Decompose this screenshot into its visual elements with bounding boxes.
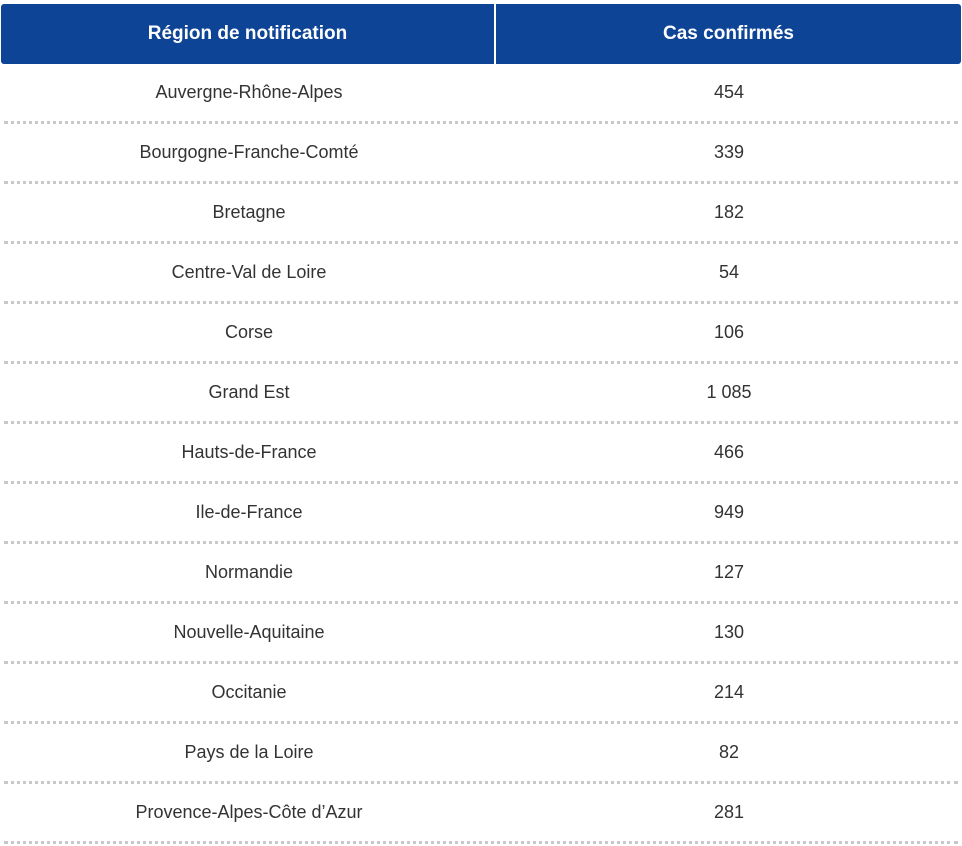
cases-cell: 54	[718, 261, 740, 282]
table-row: Pays de la Loire 82	[0, 724, 962, 784]
table-row: Centre-Val de Loire 54	[0, 244, 962, 304]
cases-cell: 466	[713, 441, 745, 462]
region-cell: Ile-de-France	[195, 501, 303, 522]
region-cell: Bretagne	[212, 201, 286, 222]
region-cell: Corse	[224, 321, 273, 342]
cases-column-header: Cas confirmés	[663, 23, 794, 44]
region-cell: Provence-Alpes-Côte d’Azur	[135, 801, 363, 822]
table-row: Normandie 127	[0, 544, 962, 604]
table-row: Bretagne 182	[0, 184, 962, 244]
cases-cell: 214	[713, 681, 745, 702]
region-column-header: Région de notification	[1, 4, 496, 64]
region-cell: Nouvelle-Aquitaine	[173, 621, 325, 642]
table-row: Provence-Alpes-Côte d’Azur 281	[0, 784, 962, 844]
table-row: Hauts-de-France 466	[0, 424, 962, 484]
region-cell: Auvergne-Rhône-Alpes	[155, 81, 343, 102]
cases-cell: 454	[713, 81, 745, 102]
table-row: Bourgogne-Franche-Comté 339	[0, 124, 962, 184]
region-cell: Hauts-de-France	[181, 441, 317, 462]
table-row: Corse 106	[0, 304, 962, 364]
table-row: Auvergne-Rhône-Alpes 454	[0, 64, 962, 124]
cases-cell: 949	[713, 501, 745, 522]
cases-cell: 339	[713, 141, 745, 162]
region-cell: Normandie	[204, 561, 294, 582]
table-row: Nouvelle-Aquitaine 130	[0, 604, 962, 664]
cases-cell: 127	[713, 561, 745, 582]
region-cell: Bourgogne-Franche-Comté	[139, 141, 359, 162]
table-row: Grand Est 1 085	[0, 364, 962, 424]
table-row: Ile-de-France 949	[0, 484, 962, 544]
cases-cell: 106	[713, 321, 745, 342]
table-row: Occitanie 214	[0, 664, 962, 724]
cases-cell: 182	[713, 201, 745, 222]
region-cell: Occitanie	[211, 681, 287, 702]
cases-cell: 1 085	[706, 381, 752, 402]
region-cell: Centre-Val de Loire	[171, 261, 327, 282]
region-cell: Pays de la Loire	[184, 741, 314, 762]
cases-cell: 82	[718, 741, 740, 762]
region-cell: Grand Est	[208, 381, 290, 402]
table-body: Auvergne-Rhône-Alpes 454 Bourgogne-Franc…	[0, 64, 962, 844]
cases-cell: 130	[713, 621, 745, 642]
table-header: Région de notification Cas confirmés	[1, 4, 961, 64]
cases-cell: 281	[713, 801, 745, 822]
